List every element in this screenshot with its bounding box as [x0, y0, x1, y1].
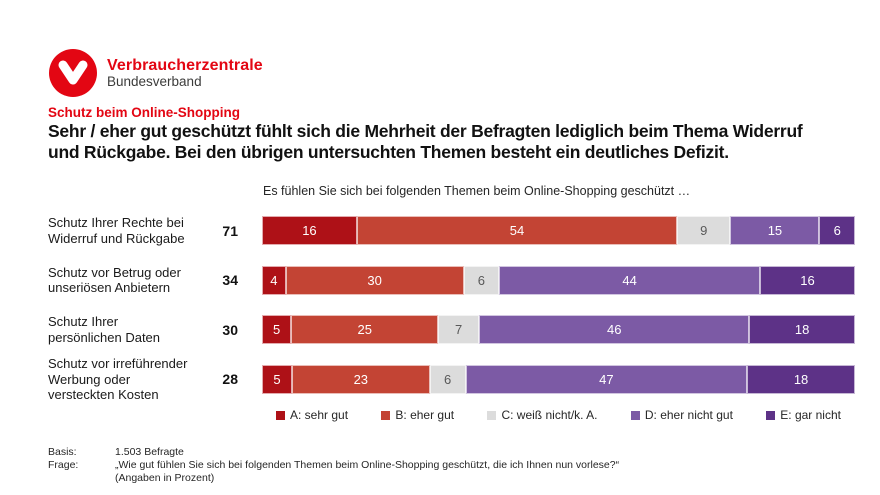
segment-value: 25 — [357, 322, 372, 338]
stacked-bar: 4 30 6 44 16 — [262, 265, 855, 295]
bar-segment: 23 — [291, 364, 430, 394]
stacked-bar: 16 54 9 15 6 — [262, 216, 855, 246]
segment-value: 46 — [607, 322, 622, 338]
chart-row: Schutz vor Betrug oder unseriösen Anbiet… — [48, 256, 855, 306]
bar-segment: 5 — [262, 364, 292, 394]
segment-value: 44 — [622, 272, 637, 288]
segment-value: 47 — [599, 371, 614, 387]
segment-value: 5 — [273, 322, 281, 338]
bar-segment: 16 — [760, 265, 855, 295]
legend-label: B: eher gut — [395, 408, 455, 422]
legend-label: A: sehr gut — [290, 408, 349, 422]
segment-value: 16 — [800, 272, 815, 288]
bar-segment: 18 — [749, 315, 855, 345]
legend-item: E: gar nicht — [766, 408, 841, 422]
category-label: Schutz vor Betrug oder unseriösen Anbiet… — [48, 264, 181, 296]
category-label: Schutz vor irreführender Werbung oder ve… — [48, 356, 188, 402]
legend-item: A: sehr gut — [276, 408, 348, 422]
bar-segment: 25 — [291, 315, 439, 345]
segment-value: 16 — [302, 223, 317, 239]
chart-row: Schutz vor irreführender Werbung oder ve… — [48, 355, 855, 405]
segment-value: 4 — [270, 272, 278, 288]
kicker: Schutz beim Online-Shopping — [48, 105, 240, 120]
bar-segment: 4 — [262, 265, 286, 295]
segment-value: 23 — [353, 371, 369, 387]
chart-row: Schutz Ihrer persönlichen Daten 30 5 25 7 46 1… — [48, 305, 855, 355]
chart-rows: Schutz Ihrer Rechte bei Widerruf und Rüc… — [48, 206, 855, 404]
bar-segment: 6 — [429, 364, 466, 394]
stacked-bar-chart: Schutz Ihrer Rechte bei Widerruf und Rüc… — [48, 206, 855, 404]
category-label: Schutz Ihrer Rechte bei Widerruf und Rüc… — [48, 215, 185, 246]
frage-value: „Wie gut fühlen Sie sich bei folgenden T… — [115, 459, 620, 471]
bar-segment: 6 — [819, 216, 855, 246]
chart-title: Es fühlen Sie sich bei folgenden Themen … — [263, 184, 691, 198]
segment-value: 6 — [444, 371, 452, 387]
row-total: 30 — [222, 321, 238, 338]
logo-wordmark: Verbraucherzentrale Bundesverband — [107, 57, 263, 90]
legend-swatch — [766, 410, 776, 420]
bar-segment: 15 — [730, 216, 820, 246]
bar-segment: 16 — [262, 216, 357, 246]
bar-segment: 30 — [285, 265, 464, 295]
page-title: Sehr / eher gut geschützt fühlt sich die… — [48, 121, 803, 162]
legend-swatch — [381, 410, 391, 420]
segment-value: 18 — [793, 371, 809, 387]
legend-item: C: weiß nicht/k. A. — [487, 408, 598, 422]
row-total: 71 — [222, 222, 238, 239]
basis-value: 1.503 Befragte — [115, 446, 184, 458]
bar-segment: 18 — [747, 364, 855, 394]
legend-label: C: weiß nicht/k. A. — [501, 408, 598, 422]
frage-label: Frage: — [48, 459, 79, 471]
bar-segment: 7 — [438, 315, 480, 345]
segment-value: 7 — [455, 322, 463, 338]
bar-segment: 46 — [479, 315, 750, 345]
segment-value: 15 — [767, 223, 783, 239]
bar-segment: 47 — [465, 364, 748, 394]
row-total: 28 — [222, 371, 238, 388]
vzbv-logo-icon — [49, 49, 97, 97]
legend-swatch — [487, 410, 497, 420]
chart-legend: A: sehr gut B: eher gut C: weiß nicht/k. A… — [262, 408, 855, 422]
brand-subtitle: Bundesverband — [107, 73, 202, 89]
bar-segment: 54 — [356, 216, 678, 246]
basis-label: Basis: — [48, 446, 77, 458]
segment-value: 5 — [273, 371, 281, 387]
frage-note: (Angaben in Prozent) — [115, 472, 215, 484]
bar-segment: 44 — [499, 265, 761, 295]
brand-name: Verbraucherzentrale — [107, 56, 263, 74]
chart-row: Schutz Ihrer Rechte bei Widerruf und Rüc… — [48, 206, 855, 256]
bar-segment: 6 — [463, 265, 500, 295]
segment-value: 6 — [833, 223, 841, 239]
segment-value: 18 — [794, 322, 810, 338]
legend-swatch — [276, 410, 285, 420]
segment-value: 30 — [367, 272, 382, 288]
bar-segment: 9 — [677, 216, 731, 246]
bar-segment: 5 — [262, 315, 292, 345]
logo: Verbraucherzentrale Bundesverband — [49, 49, 263, 97]
legend-label: D: eher nicht gut — [644, 408, 733, 422]
legend-item: B: eher gut — [381, 408, 454, 422]
row-total: 34 — [222, 272, 238, 289]
legend-item: D: eher nicht gut — [630, 408, 733, 422]
footer-notes: Basis: 1.503 Befragte Frage: „Wie gut fü… — [48, 446, 828, 485]
segment-value: 6 — [477, 272, 486, 288]
legend-swatch — [630, 410, 640, 420]
legend-label: E: gar nicht — [780, 408, 841, 422]
stacked-bar: 5 23 6 47 18 — [262, 364, 855, 394]
segment-value: 54 — [509, 223, 525, 239]
stacked-bar: 5 25 7 46 18 — [262, 315, 855, 345]
category-label: Schutz Ihrer persönlichen Daten — [48, 314, 161, 345]
segment-value: 9 — [700, 223, 708, 239]
